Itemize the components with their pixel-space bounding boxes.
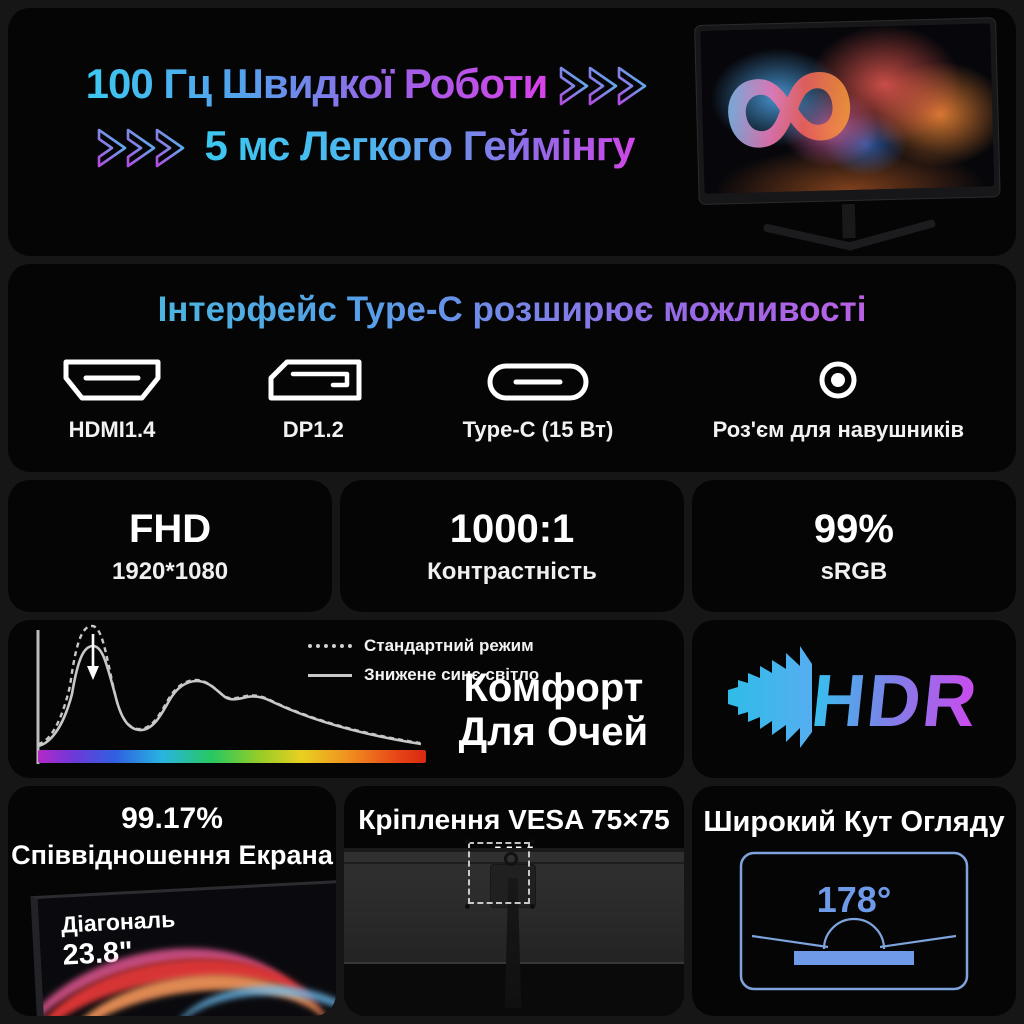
viewing-angle-diagram: 178° — [739, 851, 969, 991]
chart-legend: Стандартний режим Знижене синє світло — [308, 636, 539, 685]
port-label: DP1.2 — [282, 417, 344, 442]
chevron-right-icons — [560, 64, 650, 108]
screw-dot — [465, 839, 470, 844]
hdr-card: HDR — [692, 620, 1016, 778]
eye-comfort-caption: Комфорт Для Очей — [434, 666, 672, 754]
monitor-stand-leg — [762, 223, 855, 252]
monitor-product-photo: ∞ — [695, 18, 1009, 252]
port-headphone-jack: Роз'єм для навушників — [713, 358, 964, 443]
monitor-screen: ∞ — [700, 23, 995, 194]
screw-dot — [530, 839, 535, 844]
hero-line-2: 5 мс Легкого Геймінгу — [38, 122, 698, 170]
hdmi-port-icon — [60, 358, 164, 407]
monitor-corner-photo: Діагональ 23.8" — [30, 879, 336, 1016]
curve-low-blue-light — [37, 644, 422, 748]
angle-dome — [822, 917, 886, 950]
vesa-dashed-square — [468, 842, 530, 904]
port-usb-c: Type-C (15 Вт) — [462, 362, 614, 443]
viewing-angle-title: Широкий Кут Огляду — [703, 806, 1005, 838]
spec-value: FHD — [128, 506, 212, 551]
hero-text-block: 100 Гц Швидкої Роботи 5 мс Легкого Геймі… — [38, 60, 698, 170]
headphone-jack-icon — [816, 358, 860, 407]
mount-hook-icon — [504, 852, 518, 866]
infinity-ribbon-graphic: ∞ — [706, 23, 869, 194]
spec-label: 1920*1080 — [112, 557, 229, 585]
legend-item-standard: Стандартний режим — [308, 636, 539, 656]
hero-title-refresh-rate: 100 Гц Швидкої Роботи — [85, 60, 549, 107]
spec-contrast: 1000:1 Контрастність — [340, 480, 684, 612]
spec-label: Контрастність — [427, 557, 597, 585]
vesa-card: Кріплення VESA 75×75 мм — [344, 786, 684, 1016]
spec-value: 1000:1 — [449, 506, 575, 551]
hero-line-1: 100 Гц Швидкої Роботи — [38, 60, 698, 108]
port-label: HDMI1.4 — [68, 417, 156, 442]
spectrum-bar — [38, 750, 426, 763]
interface-title: Інтерфейс Type-C розширює можливості — [8, 290, 1016, 330]
monitor-stand-neck — [841, 203, 856, 239]
viewing-angle-value: 178° — [817, 879, 891, 920]
port-label: Роз'єм для навушників — [712, 417, 964, 442]
hdr-horn-shape — [728, 646, 813, 748]
legend-label: Знижене синє світло — [364, 665, 540, 684]
angle-line-right — [879, 934, 957, 949]
hdr-letters: HDR — [808, 659, 983, 742]
spec-srgb: 99% sRGB — [691, 480, 1016, 612]
hdr-logo: HDR — [728, 646, 983, 748]
screen-ratio-value: 99.17% — [121, 802, 223, 835]
hero-banner: 100 Гц Швидкої Роботи 5 мс Легкого Геймі… — [8, 8, 1016, 256]
port-hdmi: HDMI1.4 — [60, 358, 164, 443]
screen-ratio-card: 99.17% Співвідношення Екрана Діагональ 2… — [8, 786, 336, 1016]
bottom-row: 99.17% Співвідношення Екрана Діагональ 2… — [8, 786, 1016, 1016]
diagonal-label: Діагональ — [60, 905, 176, 938]
viewing-angle-card: Широкий Кут Огляду 178° — [692, 786, 1016, 1016]
monitor-frame: ∞ — [695, 18, 1000, 205]
hero-title-response-time: 5 мс Легкого Геймінгу — [204, 122, 635, 169]
monitor-stand-leg — [845, 218, 937, 252]
specs-row: FHD 1920*1080 1000:1 Контрастність 99% s… — [8, 480, 1016, 612]
diagram-border — [739, 851, 969, 991]
comfort-row: Стандартний режим Знижене синє світло Ко… — [8, 620, 1016, 778]
spec-label: sRGB — [820, 557, 888, 585]
legend-item-low-blue: Знижене синє світло — [308, 665, 539, 685]
displayport-icon — [263, 358, 363, 407]
stand-pole — [504, 878, 522, 1008]
angle-line-left — [751, 934, 829, 949]
chevron-right-icons — [98, 126, 188, 170]
screen-bar — [794, 951, 914, 965]
screen-ratio-label: Співвідношення Екрана — [11, 840, 333, 870]
dashed-line-sample — [308, 644, 352, 648]
legend-label: Стандартний режим — [364, 636, 534, 655]
solid-line-sample — [308, 673, 352, 677]
curve-standard-mode — [37, 624, 421, 746]
port-displayport: DP1.2 — [263, 358, 363, 443]
reduction-arrow-head — [87, 666, 99, 680]
ports-row: HDMI1.4 DP1.2 Type-C (15 Вт) Роз'єм для … — [8, 358, 1016, 443]
caption-line: Комфорт — [463, 666, 644, 710]
screw-dot — [530, 904, 535, 909]
caption-line: Для Очей — [458, 710, 649, 754]
interface-section: Інтерфейс Type-C розширює можливості HDM… — [8, 264, 1016, 472]
port-label: Type-C (15 Вт) — [462, 417, 614, 442]
usb-c-port-icon — [486, 362, 590, 407]
spec-resolution: FHD 1920*1080 — [8, 480, 333, 612]
screw-dot — [465, 904, 470, 909]
spectrum-chart — [36, 624, 426, 764]
spec-value: 99% — [813, 506, 894, 551]
eye-comfort-card: Стандартний режим Знижене синє світло Ко… — [8, 620, 685, 778]
